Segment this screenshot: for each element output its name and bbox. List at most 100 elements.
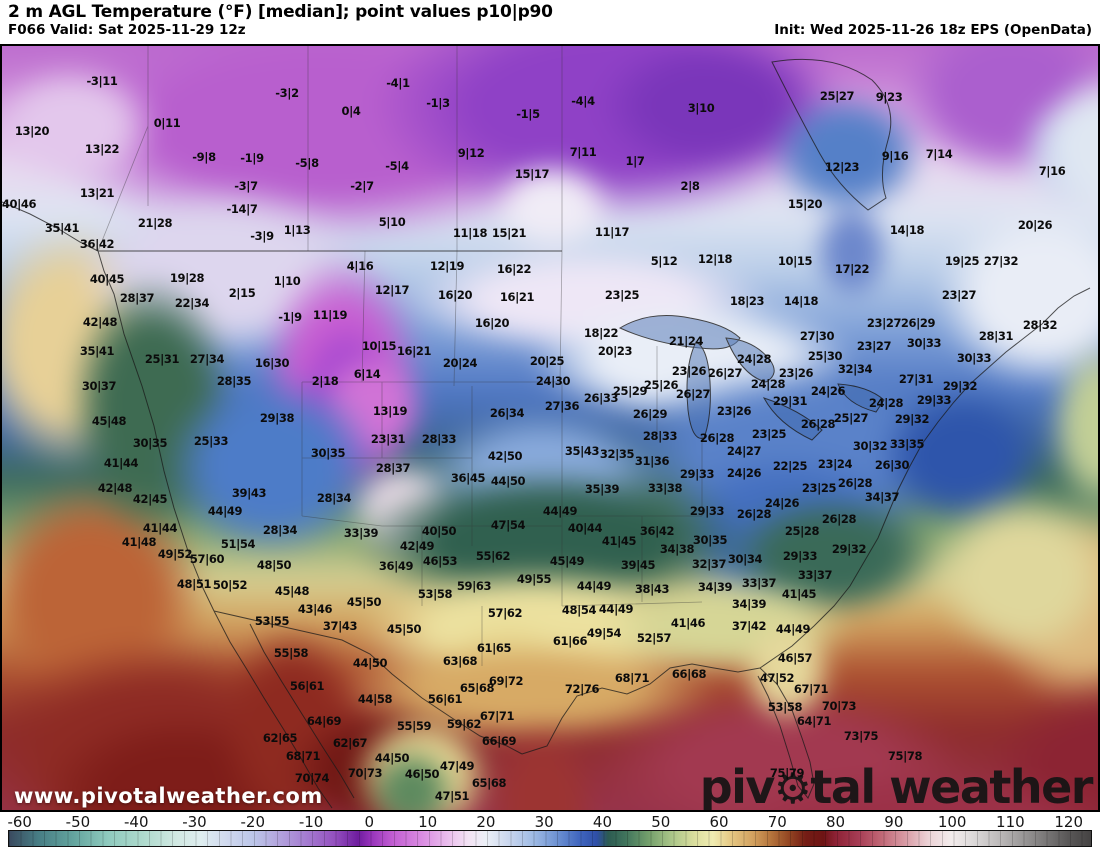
point-value: 47|51	[434, 789, 470, 803]
point-value: 53|58	[417, 587, 453, 601]
point-value: 65|68	[459, 681, 495, 695]
point-value: 28|37	[375, 461, 411, 475]
point-value: 37|43	[322, 619, 358, 633]
point-value: 44|49	[598, 602, 634, 616]
point-value: 40|50	[421, 524, 457, 538]
point-value: 30|34	[727, 552, 763, 566]
point-value: 2|8	[680, 179, 700, 193]
point-value: 18|22	[583, 326, 619, 340]
point-value: 30|35	[310, 446, 346, 460]
point-value: 35|43	[564, 444, 600, 458]
point-value: 19|28	[169, 271, 205, 285]
point-value: 23|25	[801, 481, 837, 495]
point-value: -5|8	[295, 156, 319, 170]
colorbar-tick-label: 60	[709, 813, 729, 831]
colorbar-tick-label: -30	[182, 813, 207, 831]
point-value: 32|35	[599, 447, 635, 461]
point-value: 16|21	[396, 344, 432, 358]
point-value: 28|33	[642, 429, 678, 443]
point-value: 70|74	[294, 771, 330, 785]
point-value: -4|1	[386, 76, 410, 90]
point-value: 69|72	[488, 674, 524, 688]
point-value: 15|21	[491, 226, 527, 240]
point-value: 44|50	[374, 751, 410, 765]
point-value: 35|41	[44, 221, 80, 235]
point-value: 39|45	[620, 558, 656, 572]
colorbar-tick-label: 80	[825, 813, 846, 831]
point-value: 29|33	[916, 393, 952, 407]
point-value: 0|4	[341, 104, 361, 118]
point-value: 67|71	[793, 682, 829, 696]
point-value: 31|36	[634, 454, 670, 468]
point-value: 61|65	[476, 641, 512, 655]
point-value: 25|26	[643, 378, 679, 392]
point-value: 29|33	[782, 549, 818, 563]
point-value: -1|9	[278, 310, 302, 324]
point-value: 26|27	[707, 366, 743, 380]
point-value: 23|24	[817, 457, 853, 471]
point-value: 64|69	[306, 714, 342, 728]
point-value: 26|28	[821, 512, 857, 526]
point-value: 45|48	[91, 414, 127, 428]
point-value: 34|38	[659, 542, 695, 556]
point-value: 16|20	[437, 288, 473, 302]
colorbar-tick-label: 20	[476, 813, 496, 831]
point-value: 53|55	[254, 614, 290, 628]
colorbar-tick-label: -20	[240, 813, 266, 831]
point-value: 44|49	[775, 622, 811, 636]
point-value: 19|25	[944, 254, 980, 268]
point-value: 42|48	[82, 315, 118, 329]
gear-icon: ⚙	[773, 764, 812, 812]
logo-text-piv: piv	[699, 760, 776, 812]
point-value: 15|17	[514, 167, 550, 181]
point-value: 62|65	[262, 731, 298, 745]
point-value: 36|42	[639, 524, 675, 538]
point-value: 1|7	[625, 154, 645, 168]
point-value: 25|33	[193, 434, 229, 448]
point-value: 30|32	[852, 439, 888, 453]
point-value: 56|61	[427, 692, 463, 706]
point-value: 9|23	[875, 90, 903, 104]
point-value: 26|30	[874, 458, 910, 472]
colorbar-tick-label: 100	[937, 813, 967, 831]
point-value: 46|53	[422, 554, 458, 568]
point-value: 13|22	[84, 142, 120, 156]
point-value: 28|34	[316, 491, 352, 505]
point-value: 49|54	[586, 626, 622, 640]
point-value: 21|24	[668, 334, 704, 348]
colorbar-tick-label: 120	[1054, 813, 1084, 831]
point-value: 30|33	[906, 336, 942, 350]
point-value: 33|35	[889, 437, 925, 451]
point-value: 44|58	[357, 692, 393, 706]
point-value: 62|67	[332, 736, 368, 750]
point-value: 13|19	[372, 404, 408, 418]
point-value: 16|21	[499, 290, 535, 304]
point-value: 26|27	[675, 387, 711, 401]
point-value: 49|52	[157, 547, 193, 561]
point-value: 41|45	[601, 534, 637, 548]
colorbar-tick-label: 0	[364, 813, 375, 831]
point-value: -1|3	[426, 96, 450, 110]
point-value: 23|25	[751, 427, 787, 441]
point-value: 30|35	[132, 436, 168, 450]
point-value: 12|18	[697, 252, 733, 266]
point-value: 27|32	[983, 254, 1019, 268]
point-value: 29|32	[942, 379, 978, 393]
point-value: 25|27	[819, 89, 855, 103]
point-value: 44|49	[542, 504, 578, 518]
point-value: 16|22	[496, 262, 532, 276]
point-value: 45|50	[346, 595, 382, 609]
point-value: 7|14	[925, 147, 953, 161]
point-value: 5|12	[650, 254, 678, 268]
point-value: 25|28	[784, 524, 820, 538]
point-value: 56|61	[289, 679, 325, 693]
point-value: 27|31	[898, 372, 934, 386]
forecast-valid-label: F066 Valid: Sat 2025-11-29 12z	[8, 22, 246, 38]
point-value: 13|21	[79, 186, 115, 200]
point-value: 10|15	[777, 254, 813, 268]
colorbar-tick-label: 30	[534, 813, 554, 831]
point-value: 40|46	[1, 197, 37, 211]
point-value: -9|8	[192, 150, 216, 164]
point-value: 23|26	[778, 366, 814, 380]
point-value: 52|57	[636, 631, 672, 645]
